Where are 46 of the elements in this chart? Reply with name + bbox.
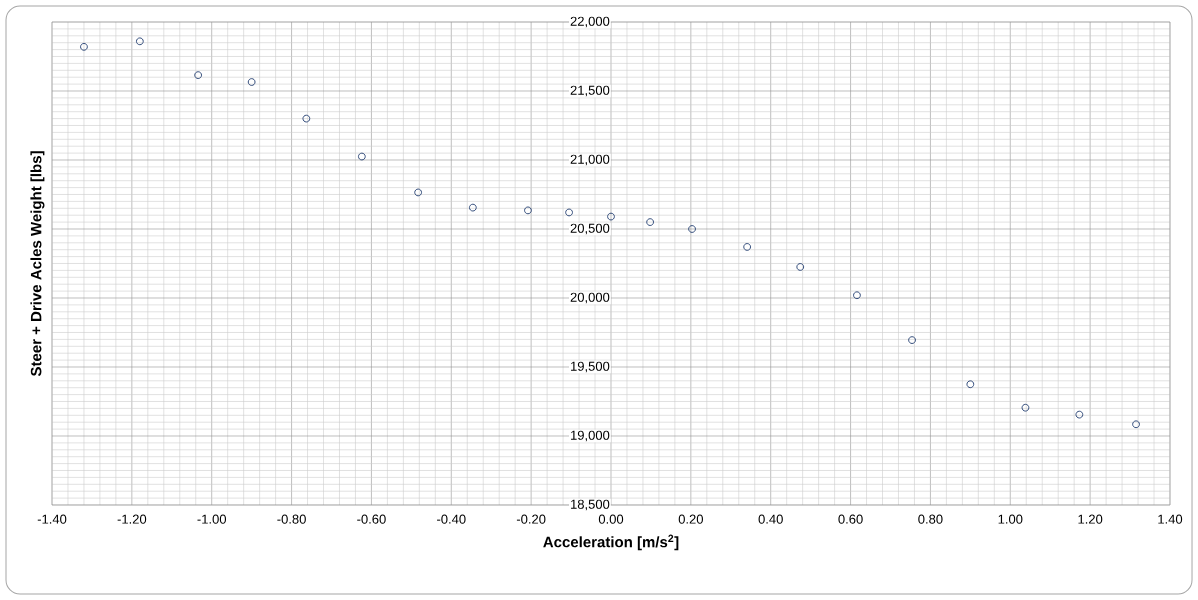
point	[414, 188, 422, 197]
x-tick-label: 0.20	[678, 514, 703, 524]
y-tick-label: 19,500	[571, 361, 610, 373]
y-tick-label: 19,000	[571, 430, 610, 442]
point	[1075, 410, 1084, 419]
point	[908, 336, 916, 344]
x-tick-label: 1.00	[998, 514, 1023, 524]
y-tick-label: 22,000	[570, 16, 610, 28]
x-axis-title: Acceleration [m/s$^{2}$]	[543, 534, 679, 551]
point	[358, 152, 366, 161]
point	[688, 225, 696, 233]
y-axis-title: Steer + Drive Acles Weight [lbs]	[30, 151, 45, 377]
y-tick-label: 20,000	[570, 292, 610, 304]
point	[1021, 403, 1030, 412]
x-tick-label: -0.80	[277, 514, 306, 524]
x-tick-label: 0.00	[598, 514, 624, 524]
x-tick-label: -1.20	[117, 514, 147, 524]
x-tick-label: -0.40	[437, 514, 466, 524]
y-tick-label: 18,500	[571, 499, 610, 511]
y-tick-label: 20,500	[570, 223, 610, 235]
point	[524, 206, 532, 215]
x-tick-label: -0.20	[516, 514, 546, 524]
x-tick-label: 0.60	[838, 514, 863, 524]
point	[966, 380, 975, 389]
x-tick-label: 0.80	[918, 514, 943, 524]
point	[796, 263, 805, 271]
point	[80, 42, 88, 51]
point	[743, 243, 751, 251]
point	[136, 37, 144, 46]
y-tick-label: 21,000	[570, 154, 610, 166]
point	[853, 291, 861, 300]
x-tick-label: 0.40	[758, 514, 783, 524]
x-tick-label: -1.40	[37, 514, 67, 524]
point	[646, 218, 654, 226]
point	[247, 78, 256, 86]
y-tick-label: 21,500	[570, 85, 610, 97]
x-tick-label: -1.00	[197, 514, 227, 524]
x-tick-label: 1.40	[1158, 514, 1183, 524]
point	[1132, 420, 1140, 429]
x-tick-label: -0.60	[357, 514, 386, 524]
point	[194, 71, 202, 79]
x-tick-label: 1.20	[1078, 514, 1103, 524]
point	[469, 203, 477, 212]
point	[607, 212, 615, 221]
point	[302, 114, 311, 123]
point	[565, 208, 573, 217]
